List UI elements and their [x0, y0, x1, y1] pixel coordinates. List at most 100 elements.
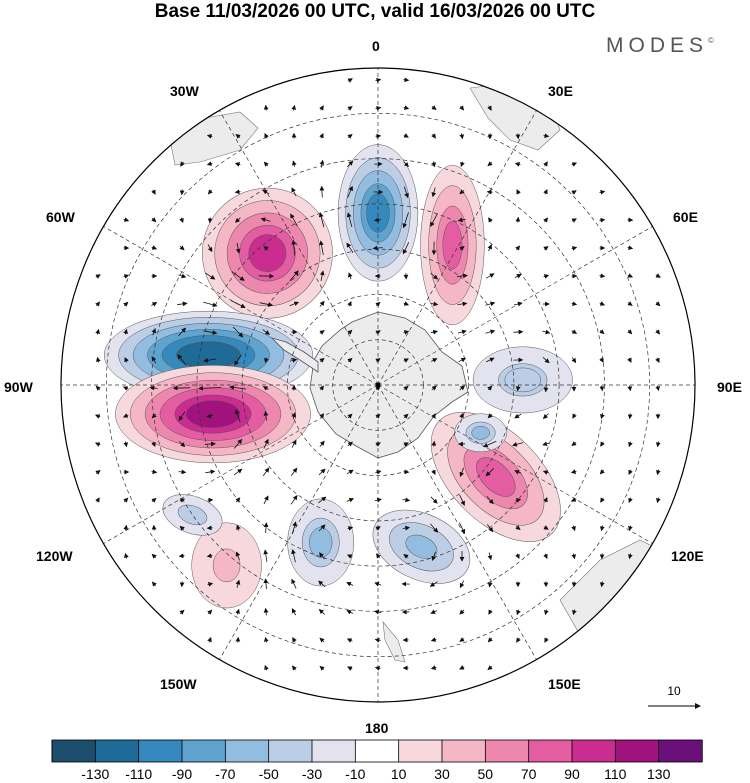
- meridian-line: [377, 384, 537, 660]
- wind-vector: [599, 189, 606, 195]
- wind-vector: [319, 637, 325, 643]
- wind-vector: [627, 301, 633, 306]
- anomaly-center-11: [454, 413, 507, 453]
- wind-vector: [375, 330, 381, 335]
- lon-label-30e: 30E: [548, 83, 573, 99]
- wind-vector: [347, 329, 353, 335]
- wind-vector: [544, 609, 549, 616]
- wind-vector: [600, 413, 605, 420]
- wind-vector: [374, 497, 382, 503]
- wind-vector: [234, 468, 243, 476]
- wind-vector: [458, 357, 467, 363]
- wind-vector: [543, 274, 550, 279]
- wind-vector: [570, 469, 577, 474]
- wind-vector: [262, 386, 269, 391]
- wind-vector: [486, 189, 493, 195]
- wind-vector: [459, 665, 465, 670]
- wind-vector: [180, 161, 185, 167]
- wind-vector: [319, 413, 324, 419]
- wind-vector: [375, 526, 381, 531]
- wind-vector: [599, 581, 605, 588]
- colorbar-tick-label: -10: [345, 766, 366, 782]
- wind-vector: [456, 273, 468, 279]
- wind-vector: [151, 413, 157, 419]
- wind-vector: [571, 246, 578, 251]
- wind-vector: [403, 161, 409, 167]
- anomaly-center-7: [372, 509, 471, 584]
- wind-vector: [375, 442, 381, 447]
- wind-vector: [543, 553, 548, 560]
- wind-vector: [347, 78, 353, 83]
- anomaly-center-1: [420, 165, 485, 326]
- wind-vector: [291, 104, 297, 111]
- wind-vector: [375, 470, 382, 475]
- wind-vector: [151, 217, 157, 223]
- wind-vector: [347, 413, 353, 419]
- wind-vector: [372, 245, 383, 251]
- colorbar-tick-label: -70: [215, 766, 236, 782]
- wind-vector: [627, 329, 633, 335]
- colorbar-tick-label: -30: [301, 766, 323, 782]
- wind-vector: [599, 329, 605, 335]
- wind-vector: [516, 609, 521, 616]
- wind-vector: [487, 665, 493, 670]
- wind-vector: [319, 385, 324, 391]
- wind-vector: [346, 242, 354, 254]
- wind-vector: [459, 609, 465, 615]
- wind-vector: [515, 497, 522, 503]
- colorbar-swatch: [571, 739, 617, 763]
- wind-vector: [431, 105, 437, 110]
- anomaly-contour: [405, 534, 438, 559]
- wind-vector: [403, 330, 410, 335]
- wind-vector: [543, 525, 549, 530]
- colorbar-swatch: [138, 739, 183, 763]
- wind-vector: [94, 414, 101, 419]
- wind-vector: [151, 469, 158, 475]
- wind-vector: [124, 356, 129, 363]
- wind-vector: [600, 441, 605, 447]
- wind-vector: [318, 524, 326, 532]
- wind-vector: [347, 441, 353, 447]
- wind-vector: [514, 274, 522, 279]
- wind-vector: [319, 270, 325, 281]
- wind-vector: [151, 581, 157, 587]
- wind-vector: [571, 190, 577, 195]
- wind-vector: [375, 301, 381, 307]
- colorbar-tick-label: 90: [564, 766, 580, 782]
- wind-vector: [430, 665, 437, 670]
- wind-vector: [95, 470, 101, 475]
- wind-vector: [347, 272, 353, 280]
- wind-vector: [151, 328, 157, 336]
- wind-vector: [403, 442, 409, 447]
- wind-vector: [375, 77, 382, 83]
- wind-vector: [347, 134, 353, 139]
- wind-vector: [655, 441, 661, 448]
- anomaly-contour: [179, 342, 238, 368]
- wind-vector: [542, 413, 549, 420]
- wind-vector: [178, 327, 187, 337]
- wind-vector: [514, 470, 522, 475]
- wind-vector: [459, 637, 465, 642]
- wind-vector: [571, 441, 577, 446]
- colorbar: [51, 739, 703, 763]
- wind-vector: [402, 212, 409, 229]
- wind-vector: [403, 358, 409, 363]
- wind-vector: [177, 301, 188, 307]
- wind-vector: [571, 301, 578, 307]
- wind-vector: [403, 385, 409, 391]
- wind-vector: [347, 526, 354, 531]
- wind-vector: [179, 441, 186, 448]
- wind-vector: [319, 185, 325, 198]
- wind-vector: [149, 385, 158, 391]
- wind-vector: [207, 609, 213, 615]
- antarctic-peninsula: [270, 337, 319, 373]
- wind-vector: [124, 552, 129, 559]
- anomaly-center-0: [337, 144, 419, 282]
- wind-vector: [318, 212, 325, 228]
- colorbar-tick-label: 10: [390, 766, 407, 782]
- latitude-circle: [196, 203, 560, 567]
- wind-vector: [234, 354, 242, 366]
- wind-vector: [402, 497, 411, 503]
- wind-vector: [318, 468, 326, 476]
- wind-vector: [430, 637, 437, 642]
